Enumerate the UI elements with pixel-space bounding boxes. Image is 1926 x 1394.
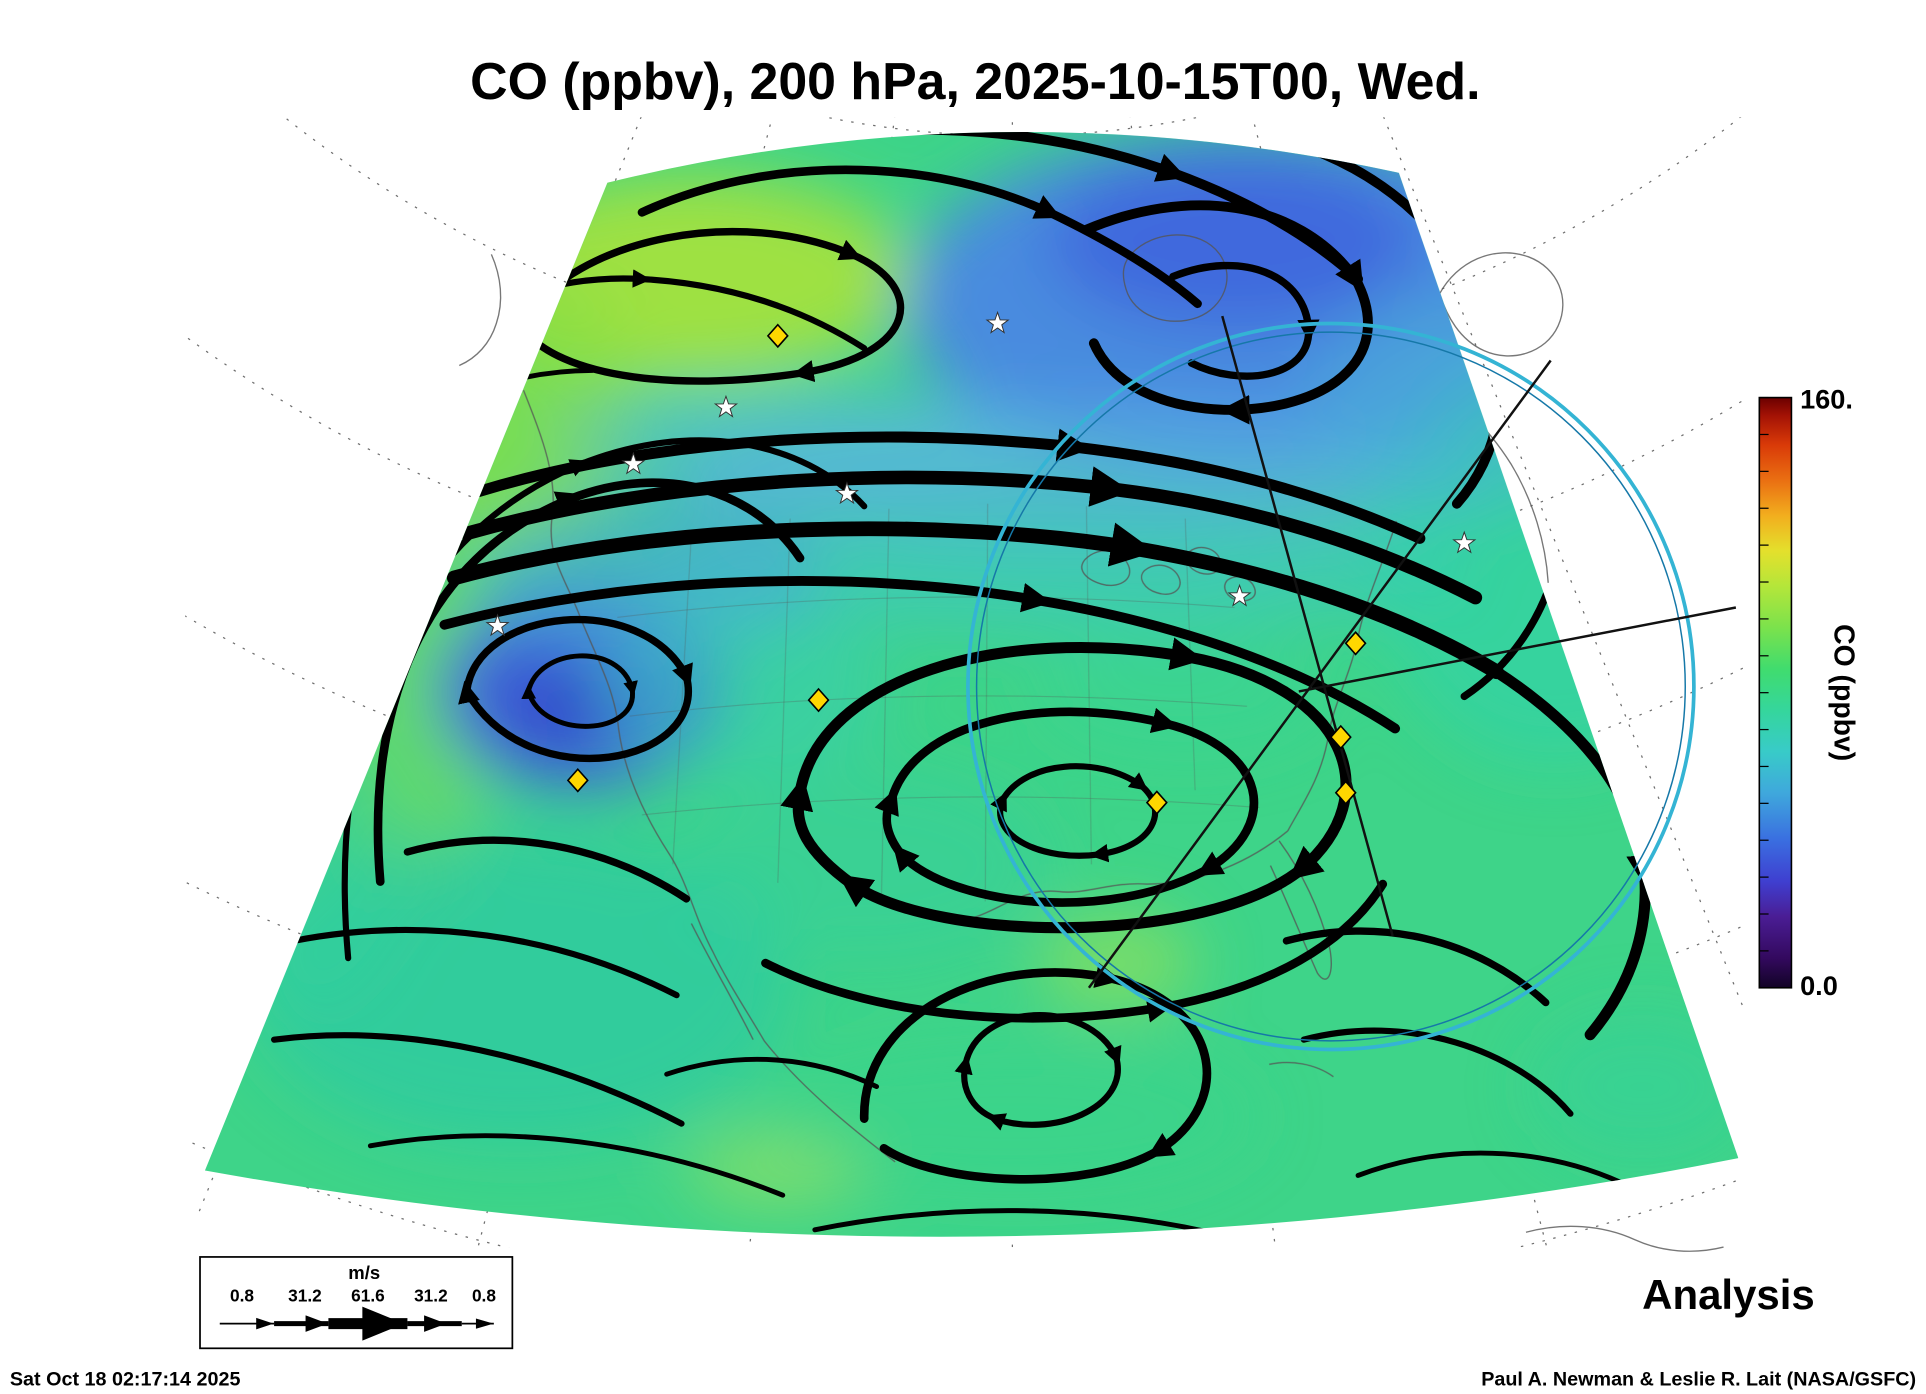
page-title: CO (ppbv), 200 hPa, 2025-10-15T00, Wed.	[470, 52, 1480, 110]
credit: Paul A. Newman & Leslie R. Lait (NASA/GS…	[1481, 1368, 1916, 1390]
legend-units-label: m/s	[348, 1262, 380, 1283]
azimuth-line	[1221, 315, 1394, 937]
colorbar-max-label: 160.	[1800, 384, 1853, 415]
legend-value-1: 31.2	[288, 1285, 322, 1305]
azimuth-lines	[1087, 315, 1737, 989]
legend-value-2: 61.6	[351, 1285, 385, 1305]
azimuth-line	[1087, 359, 1552, 989]
wind-legend-arrows	[219, 1306, 494, 1341]
legend-value-4: 0.8	[472, 1285, 496, 1305]
azimuth-line	[1298, 606, 1737, 693]
colorbar-axis-label: CO (ppbv)	[1828, 624, 1860, 761]
timestamp: Sat Oct 18 02:17:14 2025	[10, 1368, 241, 1390]
range-circle	[966, 321, 1696, 1052]
wind-speed-legend: m/s 0.8 31.2 61.6 31.2 0.8	[199, 1256, 514, 1350]
legend-value-3: 31.2	[414, 1285, 448, 1305]
legend-value-0: 0.8	[230, 1285, 254, 1305]
colorbar-ticks	[1759, 396, 1769, 989]
colorbar: 160. 0.0 CO (ppbv)	[1758, 384, 1860, 1001]
colorbar-min-label: 0.0	[1800, 970, 1838, 1001]
analysis-label: Analysis	[1642, 1271, 1815, 1318]
